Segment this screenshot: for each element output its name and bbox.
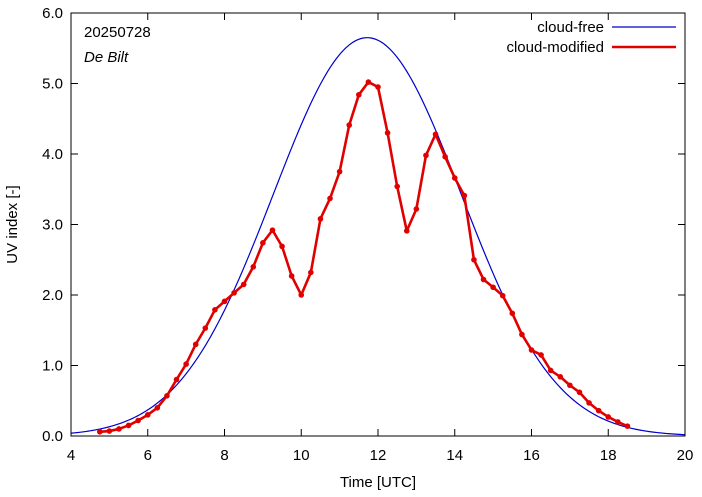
data-point-cloud-modified — [173, 376, 180, 383]
legend-label-cloud-free: cloud-free — [537, 19, 604, 36]
data-point-cloud-modified — [240, 281, 247, 288]
x-tick-label-18: 18 — [600, 447, 617, 464]
data-point-cloud-modified — [567, 382, 573, 389]
x-tick-label-16: 16 — [523, 447, 540, 464]
x-tick-label-12: 12 — [370, 447, 387, 464]
data-point-cloud-modified — [394, 183, 400, 190]
location-label: De Bilt — [84, 49, 129, 66]
data-point-cloud-modified — [308, 269, 314, 276]
legend-label-cloud-modified: cloud-modified — [506, 39, 604, 56]
y-tick-label-6: 6.0 — [42, 5, 63, 22]
data-point-cloud-modified — [336, 168, 343, 175]
ticks-layer — [70, 12, 686, 437]
data-point-cloud-modified — [423, 152, 429, 159]
y-tick-label-0: 0.0 — [42, 428, 63, 445]
y-tick-label-3: 3.0 — [42, 217, 63, 234]
data-point-cloud-modified — [260, 240, 266, 246]
data-point-cloud-modified — [442, 154, 448, 160]
x-tick-label-10: 10 — [293, 447, 310, 464]
legend: cloud-free cloud-modified — [506, 19, 676, 56]
curves-layer — [70, 37, 686, 436]
data-point-cloud-modified — [317, 216, 324, 222]
data-point-cloud-modified — [183, 361, 189, 367]
x-tick-label-8: 8 — [220, 447, 228, 464]
data-point-cloud-modified — [298, 292, 305, 298]
data-point-cloud-modified — [250, 264, 257, 270]
data-point-cloud-modified — [365, 79, 372, 85]
data-point-cloud-modified — [547, 367, 554, 374]
data-point-cloud-modified — [154, 405, 161, 411]
x-tick-label-14: 14 — [446, 447, 463, 464]
data-point-cloud-modified — [144, 412, 151, 418]
data-point-cloud-modified — [375, 84, 381, 90]
data-point-cloud-modified — [509, 310, 516, 317]
series-line-cloud-free — [70, 37, 686, 436]
data-point-cloud-modified — [288, 273, 295, 279]
plot-frame — [70, 12, 686, 437]
data-point-cloud-modified — [327, 195, 333, 202]
x-tick-label-6: 6 — [144, 447, 152, 464]
data-point-cloud-modified — [557, 373, 564, 380]
data-point-cloud-modified — [96, 428, 103, 435]
data-point-cloud-modified — [432, 131, 439, 138]
data-point-cloud-modified — [471, 256, 477, 263]
data-point-cloud-modified — [615, 419, 621, 425]
data-point-cloud-modified — [202, 325, 209, 331]
data-point-cloud-modified — [135, 417, 141, 424]
y-tick-label-1: 1.0 — [42, 358, 63, 375]
data-point-cloud-modified — [212, 307, 218, 313]
data-point-cloud-modified — [269, 227, 276, 233]
data-point-cloud-modified — [221, 298, 228, 305]
date-label: 20250728 — [84, 24, 151, 41]
data-point-cloud-modified — [490, 284, 496, 291]
y-tick-label-4: 4.0 — [42, 146, 63, 163]
data-point-cloud-modified — [528, 347, 535, 353]
data-point-cloud-modified — [480, 276, 487, 283]
x-tick-label-20: 20 — [677, 447, 694, 464]
data-point-cloud-modified — [499, 292, 506, 299]
data-point-cloud-modified — [605, 414, 612, 420]
x-axis-title: Time [UTC] — [340, 474, 416, 491]
data-point-cloud-modified — [164, 393, 170, 399]
data-point-cloud-modified — [461, 192, 468, 199]
data-point-cloud-modified — [346, 122, 353, 128]
data-point-cloud-modified — [413, 206, 420, 212]
data-point-cloud-modified — [116, 426, 122, 432]
y-tick-label-5: 5.0 — [42, 76, 63, 93]
data-point-cloud-modified — [451, 175, 458, 181]
data-point-cloud-modified — [624, 423, 631, 429]
x-tick-label-4: 4 — [67, 447, 75, 464]
data-point-cloud-modified — [595, 407, 602, 414]
data-point-cloud-modified — [125, 422, 132, 429]
y-axis-title: UV index [-] — [4, 185, 21, 263]
data-point-cloud-modified — [106, 428, 113, 434]
data-point-cloud-modified — [538, 352, 544, 358]
y-tick-label-2: 2.0 — [42, 287, 63, 304]
data-point-cloud-modified — [586, 400, 592, 406]
data-point-cloud-modified — [231, 290, 237, 296]
data-point-cloud-modified — [519, 331, 525, 338]
data-point-cloud-modified — [403, 228, 410, 234]
data-point-cloud-modified — [576, 389, 583, 396]
data-point-cloud-modified — [192, 341, 199, 348]
data-point-cloud-modified — [356, 91, 362, 98]
tick-labels-layer: 4 6 8 10 12 14 16 18 20 0.0 1.0 2.0 3.0 4.0 5.0 6.0 — [42, 5, 693, 464]
data-point-cloud-modified — [384, 130, 391, 136]
data-point-cloud-modified — [279, 243, 285, 250]
